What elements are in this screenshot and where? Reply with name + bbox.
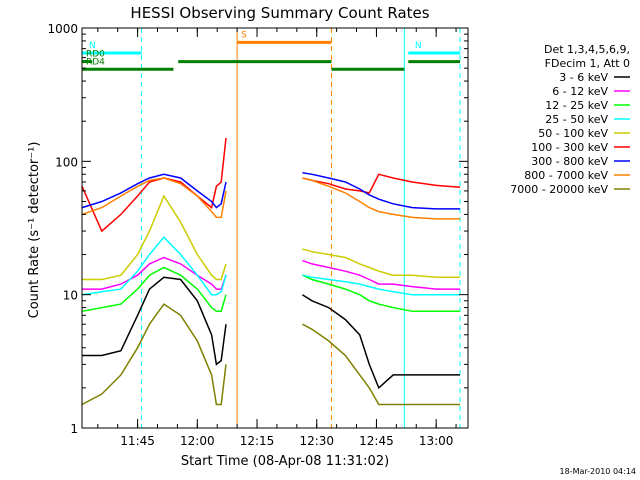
series-line — [81, 236, 227, 296]
chart-title: HESSI Observing Summary Count Rates — [130, 4, 429, 22]
legend-entry-label: 50 - 100 keV — [538, 127, 608, 140]
legend-entry-label: 6 - 12 keV — [552, 85, 608, 98]
legend-header: FDecim 1, Att 0 — [545, 57, 630, 70]
y-tick-label: 1 — [70, 422, 78, 436]
series-line — [81, 173, 227, 209]
series-line — [301, 294, 460, 390]
legend-entry-label: 3 - 6 keV — [559, 71, 608, 84]
y-tick-label: 10 — [63, 289, 78, 303]
x-axis-label: Start Time (08-Apr-08 11:31:02) — [181, 454, 389, 469]
legend-entry-label: 25 - 50 keV — [545, 113, 608, 126]
series-line — [82, 194, 227, 281]
series-line — [81, 137, 227, 233]
series-line — [302, 248, 460, 279]
series-line — [82, 276, 227, 366]
legend-entry-label: 100 - 300 keV — [531, 141, 608, 154]
legend-entry-label: 7000 - 20000 keV — [510, 183, 608, 196]
legend-entry-label: 300 - 800 keV — [531, 155, 608, 168]
legend: Det 1,3,4,5,6,9,FDecim 1, Att 03 - 6 keV… — [510, 43, 630, 196]
annotation-label: RD0 — [86, 50, 105, 60]
series-line — [81, 303, 227, 406]
series-line — [302, 177, 460, 220]
series-line — [81, 266, 227, 313]
axis-ticks: 1 10 100 1000 11:45 12:00 12:15 12:30 12:45 13:00 — [47, 22, 468, 448]
y-axis-label: Count Rate (s⁻¹ detector⁻¹) — [27, 142, 42, 319]
annotation-label: N — [89, 41, 96, 51]
annotation-label: S — [241, 30, 247, 40]
x-tick-label: 11:45 — [120, 434, 155, 448]
timestamp: 18-Mar-2010 04:14 — [560, 467, 637, 476]
x-tick-label: 12:30 — [299, 434, 334, 448]
x-tick-label: 13:00 — [419, 434, 454, 448]
x-tick-label: 12:45 — [359, 434, 394, 448]
y-tick-label: 100 — [55, 155, 78, 169]
series-line — [82, 256, 227, 290]
x-tick-label: 12:00 — [180, 434, 215, 448]
legend-entry-label: 12 - 25 keV — [545, 99, 608, 112]
series-line — [302, 274, 460, 296]
legend-entry-label: 800 - 7000 keV — [524, 169, 608, 182]
series-line — [302, 173, 461, 194]
series-line — [302, 323, 460, 406]
x-tick-label: 12:15 — [240, 434, 275, 448]
legend-header: Det 1,3,4,5,6,9, — [544, 43, 630, 56]
series-line — [302, 274, 460, 313]
series-line — [81, 177, 227, 219]
series-line — [302, 172, 460, 210]
y-tick-label: 1000 — [47, 22, 78, 36]
annotation-label: RD4 — [86, 57, 105, 67]
series-line — [302, 259, 460, 290]
annotation-label: N — [415, 41, 422, 51]
plot-frame — [81, 27, 469, 429]
